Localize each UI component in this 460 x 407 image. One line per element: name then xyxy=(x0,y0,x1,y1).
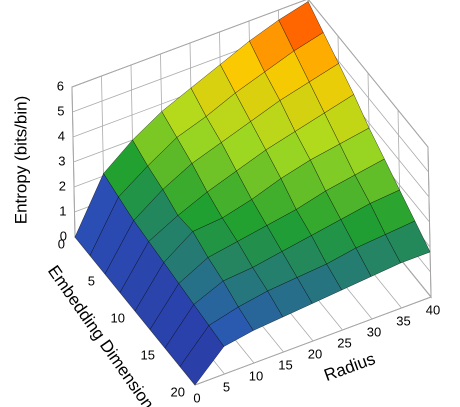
x-tick-label: 35 xyxy=(396,313,410,328)
x-tick-label: 0 xyxy=(193,390,200,405)
x-tick-label: 10 xyxy=(249,368,263,383)
z-axis-label: Entropy (bits/bin) xyxy=(11,96,30,225)
y-tick-label: 15 xyxy=(141,347,155,362)
y-tick-label: 5 xyxy=(88,273,95,288)
z-tick-label: 1 xyxy=(59,203,66,218)
y-tick-label: 10 xyxy=(111,310,125,325)
z-tick-label: 4 xyxy=(58,128,65,143)
grid-line xyxy=(71,0,429,148)
x-tick-label: 15 xyxy=(278,357,292,372)
grid-line xyxy=(194,146,432,386)
z-tick-label: 2 xyxy=(59,178,66,193)
z-tick-label: 0 xyxy=(60,228,67,243)
x-tick-label: 20 xyxy=(308,346,322,361)
x-tick-label: 5 xyxy=(223,379,230,394)
z-tick-label: 3 xyxy=(58,153,65,168)
x-tick-label: 30 xyxy=(367,324,381,339)
x-axis-label: Radius xyxy=(322,349,378,385)
y-tick-label: 20 xyxy=(171,384,185,399)
x-tick-label: 40 xyxy=(426,302,440,317)
surface xyxy=(74,1,431,386)
z-tick-label: 6 xyxy=(57,78,64,93)
z-tick-label: 5 xyxy=(57,103,64,118)
surface-cell xyxy=(179,325,225,386)
y-tick-label: 0 xyxy=(58,236,65,251)
x-tick-label: 25 xyxy=(337,335,351,350)
